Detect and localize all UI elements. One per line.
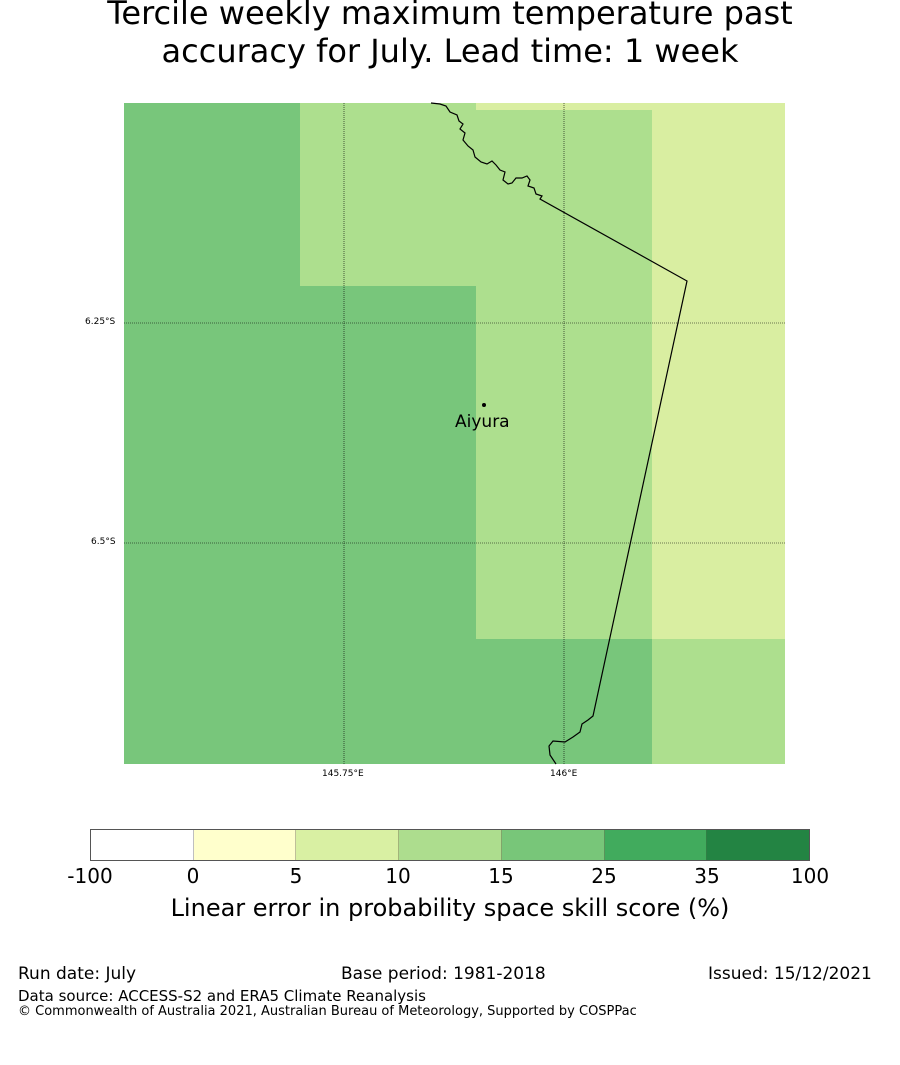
colorbar-tick: 15 bbox=[488, 864, 514, 888]
data-source: Data source: ACCESS-S2 and ERA5 Climate … bbox=[18, 987, 426, 1005]
title-line-2: accuracy for July. Lead time: 1 week bbox=[161, 32, 739, 70]
colorbar bbox=[90, 829, 810, 861]
colorbar-tick: 100 bbox=[790, 864, 830, 888]
coastline bbox=[430, 102, 688, 765]
chart-title: Tercile weekly maximum temperature past … bbox=[0, 0, 900, 70]
town-marker bbox=[482, 403, 486, 407]
skill-cell-5-10 bbox=[476, 103, 652, 110]
lon-label-145.75: 145.75°E bbox=[322, 769, 364, 779]
map-panel bbox=[124, 102, 785, 765]
colorbar-segment bbox=[399, 830, 502, 860]
colorbar-segment bbox=[707, 830, 810, 860]
copyright: © Commonwealth of Australia 2021, Austra… bbox=[18, 1004, 637, 1019]
colorbar-segment bbox=[91, 830, 194, 860]
colorbar-tick: 10 bbox=[385, 864, 411, 888]
base-period: Base period: 1981-2018 bbox=[341, 964, 546, 984]
run-date: Run date: July bbox=[18, 964, 137, 984]
skill-cell-5-10 bbox=[652, 103, 785, 639]
skill-cell-10-15 bbox=[652, 639, 785, 764]
town-label: Aiyura bbox=[455, 412, 510, 432]
colorbar-tick: 25 bbox=[591, 864, 617, 888]
colorbar-segment bbox=[501, 830, 605, 860]
colorbar-label: Linear error in probability space skill … bbox=[170, 894, 730, 922]
title-line-1: Tercile weekly maximum temperature past bbox=[107, 0, 793, 32]
lat-label-6.25: 6.25°S bbox=[85, 317, 116, 327]
lon-label-146: 146°E bbox=[550, 769, 578, 779]
colorbar-segment bbox=[296, 830, 400, 860]
colorbar-tick: 0 bbox=[186, 864, 200, 888]
colorbar-tick: 5 bbox=[289, 864, 303, 888]
lat-label-6.5: 6.5°S bbox=[91, 537, 116, 547]
colorbar-tick: -100 bbox=[67, 864, 113, 888]
skill-cell-10-15 bbox=[300, 103, 476, 286]
colorbar-tick: 35 bbox=[694, 864, 720, 888]
colorbar-segment bbox=[193, 830, 297, 860]
colorbar-segment bbox=[604, 830, 708, 860]
issued-date: Issued: 15/12/2021 bbox=[708, 964, 872, 984]
